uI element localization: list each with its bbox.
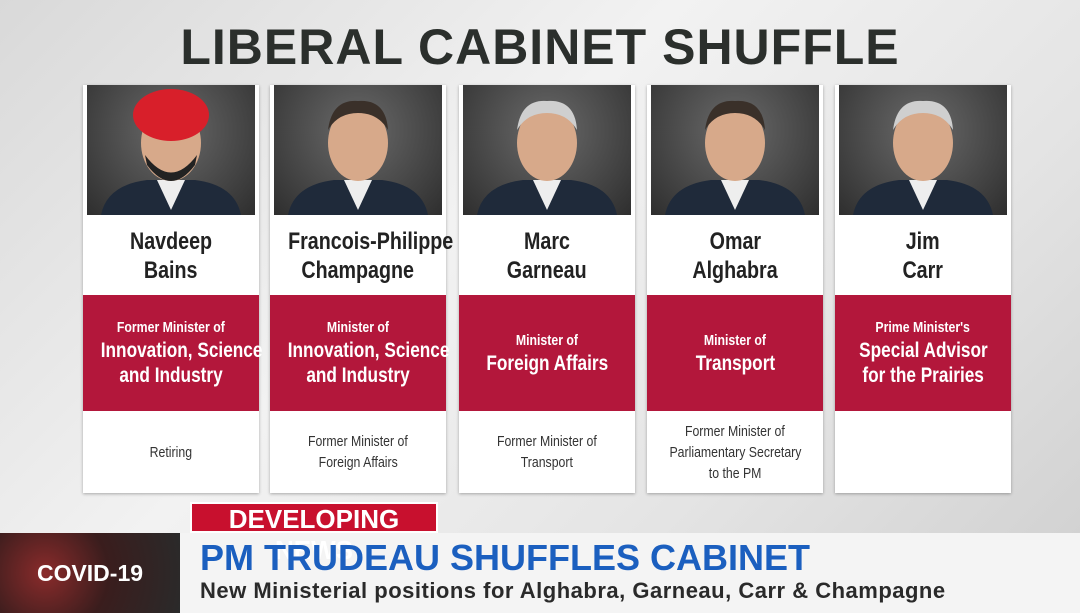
note-text: Former Minister of bbox=[685, 422, 785, 440]
note-line: Transport bbox=[459, 452, 635, 473]
name: Navdeep Bains bbox=[83, 227, 259, 285]
note: Former Minister of Parliamentary Secretar… bbox=[647, 411, 823, 493]
role-line: Minister of bbox=[459, 331, 635, 351]
role-text: and Industry bbox=[119, 364, 223, 387]
title: LIBERAL CABINET SHUFFLE bbox=[180, 19, 900, 75]
role-text: Former Minister of bbox=[117, 319, 225, 336]
name-text: Jim bbox=[906, 228, 940, 255]
role-line: Innovation, Science bbox=[83, 338, 263, 363]
name-text: Navdeep bbox=[129, 228, 213, 255]
role-text: Innovation, Science bbox=[287, 339, 450, 362]
note bbox=[835, 411, 1011, 493]
role: Minister of Innovation, Science and Indust… bbox=[270, 295, 450, 411]
photo bbox=[651, 85, 819, 215]
role: Minister of Transport bbox=[647, 295, 823, 411]
name-line: Navdeep bbox=[83, 227, 259, 256]
portrait bbox=[853, 100, 993, 215]
note: Former Minister of Foreign Affairs bbox=[270, 411, 446, 493]
name-text: Omar bbox=[709, 228, 761, 255]
role: Former Minister of Innovation, Science and… bbox=[83, 295, 263, 411]
role-line: Minister of bbox=[270, 318, 446, 338]
name-line: Omar bbox=[647, 227, 823, 256]
note: Retiring bbox=[83, 411, 259, 493]
note-text: to the PM bbox=[708, 464, 762, 482]
role-line: for the Prairies bbox=[835, 363, 1011, 388]
name-line: Jim bbox=[835, 227, 1011, 256]
portrait bbox=[288, 100, 428, 215]
name: Marc Garneau bbox=[459, 227, 635, 285]
note-text: Former Minister of bbox=[308, 433, 408, 450]
note-line: Former Minister of bbox=[270, 431, 446, 452]
role-line: Former Minister of bbox=[83, 318, 259, 338]
note-line: Retiring bbox=[83, 442, 259, 463]
name: Francois-Philippe Champagne bbox=[270, 227, 453, 285]
role-text: Transport bbox=[695, 351, 775, 375]
portrait bbox=[477, 100, 617, 215]
name-text: Bains bbox=[144, 257, 198, 284]
headline: PM TRUDEAU SHUFFLES CABINET bbox=[200, 537, 810, 578]
role-text: and Industry bbox=[306, 364, 410, 387]
card: Navdeep Bains Former Minister of Innovation… bbox=[83, 85, 263, 493]
note-line: Parliamentary Secretary bbox=[647, 442, 823, 463]
role-text: Minister of bbox=[515, 331, 579, 349]
name-text: Marc bbox=[524, 228, 570, 255]
card: Francois-Philippe Champagne Minister of Inn… bbox=[270, 85, 453, 493]
note-text: Foreign Affairs bbox=[318, 454, 398, 471]
name-line: Marc bbox=[459, 227, 635, 256]
role-line: Prime Minister's bbox=[835, 318, 1011, 338]
note-line: to the PM bbox=[647, 463, 823, 484]
subline: New Ministerial positions for Alghabra, … bbox=[200, 578, 946, 603]
note-line: Former Minister of bbox=[647, 421, 823, 442]
note: Former Minister of Transport bbox=[459, 411, 635, 493]
name-text: Carr bbox=[902, 257, 944, 284]
portrait bbox=[665, 100, 805, 215]
photo bbox=[274, 85, 442, 215]
name-line: Francois-Philippe bbox=[270, 227, 453, 256]
name-line: Garneau bbox=[459, 256, 635, 285]
name-line: Champagne bbox=[270, 256, 446, 285]
note-text: Former Minister of bbox=[497, 433, 597, 450]
role-text: Minister of bbox=[326, 319, 390, 336]
portrait bbox=[101, 89, 241, 215]
name-text: Champagne bbox=[301, 257, 415, 284]
role-text: Innovation, Science bbox=[100, 339, 263, 362]
role-text: Special Advisor bbox=[858, 339, 988, 362]
name-text: Francois-Philippe bbox=[288, 228, 454, 255]
note-text: Parliamentary Secretary bbox=[669, 443, 801, 461]
card: Omar Alghabra Minister of Transport Former M… bbox=[647, 85, 823, 493]
photo bbox=[839, 85, 1007, 215]
developing-label: DEVELOPING NEWS bbox=[190, 502, 438, 565]
name-line: Carr bbox=[835, 256, 1011, 285]
role-text: Minister of bbox=[703, 331, 767, 349]
name-line: Bains bbox=[83, 256, 259, 285]
name-text: Alghabra bbox=[692, 257, 778, 284]
note-text: Transport bbox=[520, 454, 574, 471]
name: Omar Alghabra bbox=[647, 227, 823, 285]
photo bbox=[87, 85, 255, 215]
card: Jim Carr Prime Minister's Special Advisor fo… bbox=[835, 85, 1011, 493]
role-line: Minister of bbox=[647, 331, 823, 351]
role: Minister of Foreign Affairs bbox=[459, 295, 635, 411]
role-line: Innovation, Science bbox=[270, 338, 450, 363]
role-line: Transport bbox=[647, 351, 823, 376]
role-line: and Industry bbox=[270, 363, 446, 388]
role-line: and Industry bbox=[83, 363, 259, 388]
name: Jim Carr bbox=[835, 227, 1011, 285]
role-line: Special Advisor bbox=[835, 338, 1011, 363]
note-text: Retiring bbox=[149, 443, 193, 461]
role: Prime Minister's Special Advisor for the P… bbox=[835, 295, 1011, 411]
name-line: Alghabra bbox=[647, 256, 823, 285]
note-line: Foreign Affairs bbox=[270, 452, 446, 473]
role-line: Foreign Affairs bbox=[459, 351, 635, 376]
card: Marc Garneau Minister of Foreign Affairs For… bbox=[459, 85, 635, 493]
photo bbox=[463, 85, 631, 215]
role-text: Prime Minister's bbox=[875, 319, 971, 336]
note-line: Former Minister of bbox=[459, 431, 635, 452]
ticker-bar bbox=[0, 533, 1080, 613]
covid-badge: COVID-19 bbox=[0, 533, 180, 613]
role-text: Foreign Affairs bbox=[486, 351, 608, 375]
name-text: Garneau bbox=[507, 257, 587, 284]
role-text: for the Prairies bbox=[862, 364, 984, 387]
